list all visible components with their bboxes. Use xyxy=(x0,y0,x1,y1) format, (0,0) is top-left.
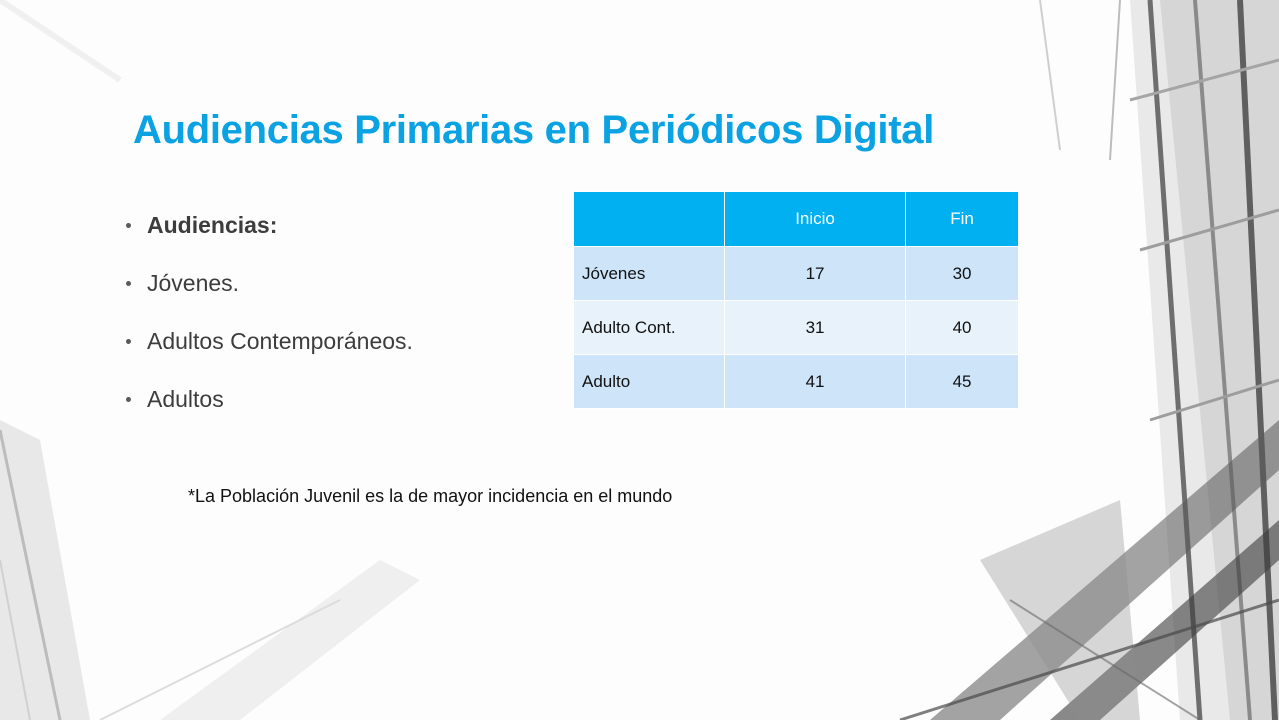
table-cell-fin: 40 xyxy=(905,300,1019,355)
bullet-item: Jóvenes. xyxy=(126,254,413,312)
bullet-text: Jóvenes. xyxy=(147,269,240,296)
table-row: Jóvenes 17 30 xyxy=(573,246,1019,301)
age-range-table: Inicio Fin Jóvenes 17 30 Adulto Cont. 31… xyxy=(573,191,1019,409)
bullet-dot-icon xyxy=(126,280,131,286)
table-header-cell: Inicio xyxy=(723,191,907,247)
bullet-list: Audiencias: Jóvenes. Adultos Contemporán… xyxy=(126,196,413,428)
slide-title: Audiencias Primarias en Periódicos Digit… xyxy=(133,108,935,152)
table-row-label: Adulto xyxy=(573,354,725,409)
bullet-dot-icon xyxy=(126,338,131,344)
table-row-label: Adulto Cont. xyxy=(573,300,725,355)
table-cell-inicio: 41 xyxy=(723,354,907,409)
bullet-item: Adultos Contemporáneos. xyxy=(126,312,413,370)
bullet-dot-icon xyxy=(126,396,131,402)
bullet-item: Adultos xyxy=(126,370,413,428)
footnote: *La Población Juvenil es la de mayor inc… xyxy=(188,486,673,506)
table-row: Adulto 41 45 xyxy=(573,354,1019,409)
bullet-text: Adultos xyxy=(147,385,224,412)
table-header-cell xyxy=(573,191,725,247)
table-row: Adulto Cont. 31 40 xyxy=(573,300,1019,355)
bullet-text: Adultos Contemporáneos. xyxy=(147,327,413,354)
table-header-cell: Fin xyxy=(905,191,1019,247)
table-row-label: Jóvenes xyxy=(573,246,725,301)
table-cell-inicio: 17 xyxy=(723,246,907,301)
bullet-text: Audiencias: xyxy=(147,211,278,238)
table-cell-fin: 45 xyxy=(905,354,1019,409)
bullet-dot-icon xyxy=(126,222,131,228)
bullet-item: Audiencias: xyxy=(126,196,413,254)
table-header-row: Inicio Fin xyxy=(573,191,1019,247)
table-cell-fin: 30 xyxy=(905,246,1019,301)
table-cell-inicio: 31 xyxy=(723,300,907,355)
